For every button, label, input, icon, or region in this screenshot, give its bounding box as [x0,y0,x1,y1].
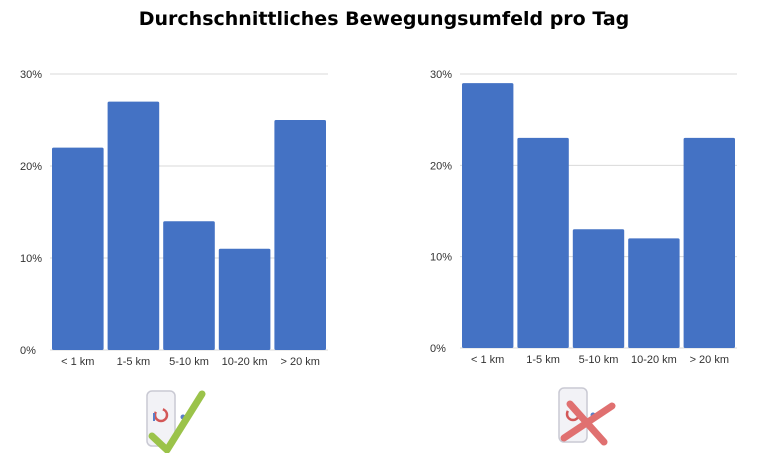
y-tick-label: 30% [20,69,42,81]
bar [462,83,514,348]
y-tick-label: 20% [430,160,452,172]
phone-cross-icon [552,384,622,449]
bar [572,229,625,348]
bar [218,248,271,350]
x-tick-label: < 1 km [471,354,504,366]
x-tick-label: 10-20 km [222,356,268,368]
page-title: Durchschnittliches Bewegungsumfeld pro T… [138,8,630,30]
y-tick-label: 10% [20,253,42,265]
y-tick-label: 30% [430,69,452,81]
x-tick-label: > 20 km [690,354,729,366]
x-tick-label: 1-5 km [117,356,151,368]
phone-check-icon [140,388,210,454]
x-tick-label: 10-20 km [631,354,677,366]
y-tick-label: 20% [20,161,42,173]
bar [517,137,569,348]
y-tick-label: 0% [20,345,36,357]
bar [628,238,680,348]
bar [274,120,326,350]
x-tick-label: < 1 km [61,356,94,368]
bar [52,147,104,350]
x-tick-label: 1-5 km [526,354,560,366]
bar [683,137,735,348]
bar [163,221,215,350]
y-tick-label: 10% [430,252,452,264]
x-tick-label: 5-10 km [169,356,209,368]
x-tick-label: 5-10 km [579,354,619,366]
y-tick-label: 0% [430,343,446,355]
x-tick-label: > 20 km [280,356,319,368]
bar [107,101,160,350]
